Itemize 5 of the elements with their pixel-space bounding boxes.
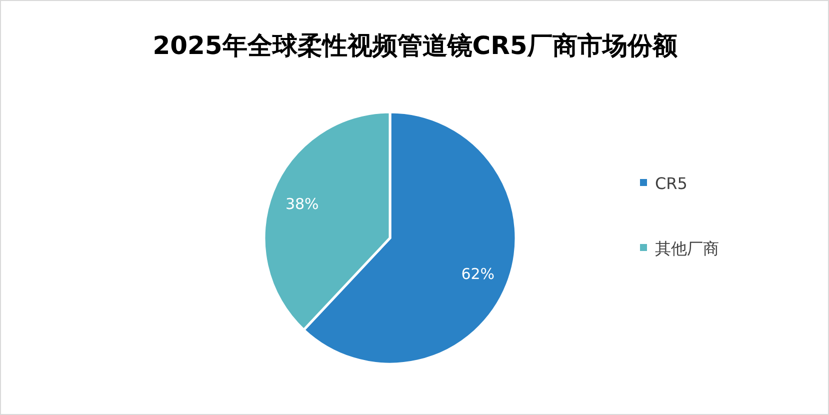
data-label: 38% [285, 195, 319, 214]
data-label: 62% [461, 264, 495, 283]
legend-label: CR5 [655, 174, 688, 193]
chart-title: 2025年全球柔性视频管道镜CR5厂商市场份额 [152, 31, 678, 60]
legend-label: 其他厂商 [655, 239, 719, 258]
